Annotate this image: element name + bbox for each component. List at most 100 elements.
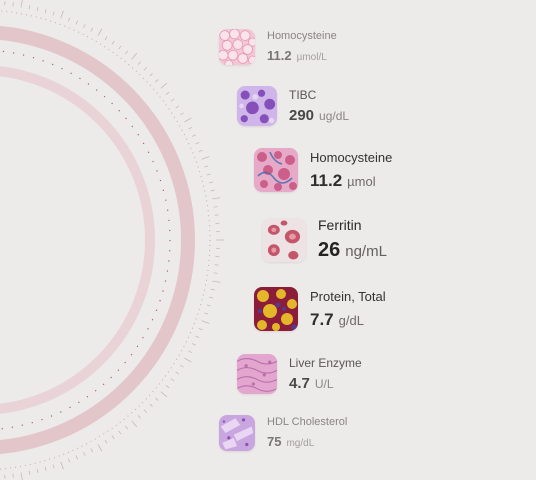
arc-tick (20, 0, 23, 8)
arc-tick (208, 181, 213, 184)
marker-value: 4.7 (289, 374, 310, 392)
arc-tick (12, 2, 14, 7)
arc-tick (213, 206, 218, 208)
cells-purple-icon (237, 86, 277, 126)
marker-unit: ug/dL (319, 108, 350, 123)
arc-tick (111, 435, 115, 440)
marker-item-homocysteine-1[interactable]: Homocysteine 11.2 µmol/L (219, 29, 337, 65)
arc-tick (149, 72, 153, 77)
arc-tick (137, 61, 141, 65)
arc-tick (155, 397, 159, 401)
marker-name: TIBC (289, 87, 317, 102)
arc-tick (44, 466, 47, 471)
arc-tick (179, 364, 184, 368)
arc-tick (118, 45, 122, 50)
arc-tick (184, 117, 192, 123)
arc-dot-ring (0, 10, 211, 470)
marker-value: 11.2 (310, 170, 343, 190)
arc-tick (83, 24, 86, 29)
arc-tick (143, 409, 148, 413)
arc-tick (188, 126, 193, 130)
marker-unit: g/dL (338, 312, 364, 328)
arc-inner-band (0, 66, 155, 414)
arc-tick (213, 272, 218, 274)
arc-tick (12, 473, 14, 478)
arc-tick (175, 105, 180, 109)
arc-tick (75, 455, 78, 460)
arc-tick (165, 384, 170, 389)
arc-tick (83, 451, 86, 456)
marker-unit: U/L (314, 376, 334, 391)
arc-tick (212, 280, 221, 283)
tissue-yellow-icon (254, 287, 298, 331)
arc-tick (124, 50, 129, 55)
marker-value: 11.2 (267, 47, 292, 63)
arc-tick (90, 448, 94, 453)
marker-value: 75 (267, 433, 282, 449)
arc-tick (104, 36, 108, 41)
marker-item-tibc[interactable]: TIBC 290 ug/dL (237, 86, 349, 126)
marker-unit: µmol (347, 173, 376, 189)
marker-item-homocysteine-2[interactable]: Homocysteine 11.2 µmol (254, 148, 392, 192)
tissue-magenta-icon (254, 148, 298, 192)
marker-item-protein-total[interactable]: Protein, Total 7.7 g/dL (254, 287, 386, 331)
arc-tick (208, 296, 213, 299)
marker-unit: ng/mL (345, 243, 387, 260)
arc-tick (52, 11, 55, 16)
arc-tick (60, 461, 64, 470)
marker-unit: mg/dL (286, 437, 315, 449)
marker-item-hdl-cholesterol[interactable]: HDL Cholesterol 75 mg/dL (219, 415, 347, 451)
arc-tick (68, 458, 71, 463)
arc-tick (198, 328, 203, 331)
arc-tick (28, 5, 31, 10)
arc-tick (44, 9, 47, 14)
arc-tick (198, 149, 203, 152)
marker-name: Ferritin (318, 217, 362, 233)
arc-tick (111, 40, 115, 45)
marker-item-ferritin[interactable]: Ferritin 26 ng/mL (262, 217, 387, 262)
arc-tick (165, 91, 170, 96)
arc-tick (131, 420, 138, 428)
arc-tick (75, 20, 78, 25)
arc-tick (206, 173, 211, 176)
arc-tick (60, 10, 64, 19)
marker-item-liver-enzyme[interactable]: Liver Enzyme 4.7 U/L (237, 354, 362, 394)
arc-tick (191, 134, 196, 137)
arc-tick (149, 403, 153, 408)
marker-value: 26 (318, 239, 341, 261)
marker-name: Protein, Total (310, 288, 386, 304)
arc-tick (170, 378, 175, 382)
arc-tick (201, 320, 210, 324)
tissue-pink-icon (219, 29, 255, 65)
marker-value: 290 (289, 106, 315, 124)
arc-tick (28, 470, 31, 475)
arc-tick (204, 165, 209, 168)
arc-tick (143, 67, 148, 71)
arc-tick (210, 288, 215, 291)
marker-name: HDL Cholesterol (267, 415, 348, 428)
arc-tick (36, 7, 39, 12)
tissue-lavender-icon (237, 354, 277, 394)
arc-tick (188, 350, 193, 354)
arc-tick (195, 335, 200, 338)
arc-tick (118, 430, 122, 435)
arc-dot-track (0, 50, 171, 430)
arc-tick (36, 468, 39, 473)
tissue-violet-icon (219, 415, 255, 451)
arc-tick (155, 79, 159, 83)
arc-tick (97, 28, 103, 36)
marker-name: Homocysteine (267, 29, 337, 42)
marker-name: Homocysteine (310, 149, 393, 165)
arc-tick (179, 112, 184, 116)
arc-tick (68, 17, 71, 22)
marker-name: Liver Enzyme (289, 355, 362, 370)
arc-tick (52, 464, 55, 469)
arc-tick (124, 425, 129, 430)
arc-tick (175, 371, 180, 375)
arc-tick (191, 343, 196, 346)
arc-tick (201, 156, 210, 160)
arc-tick (137, 415, 141, 419)
arc-tick (206, 304, 211, 307)
